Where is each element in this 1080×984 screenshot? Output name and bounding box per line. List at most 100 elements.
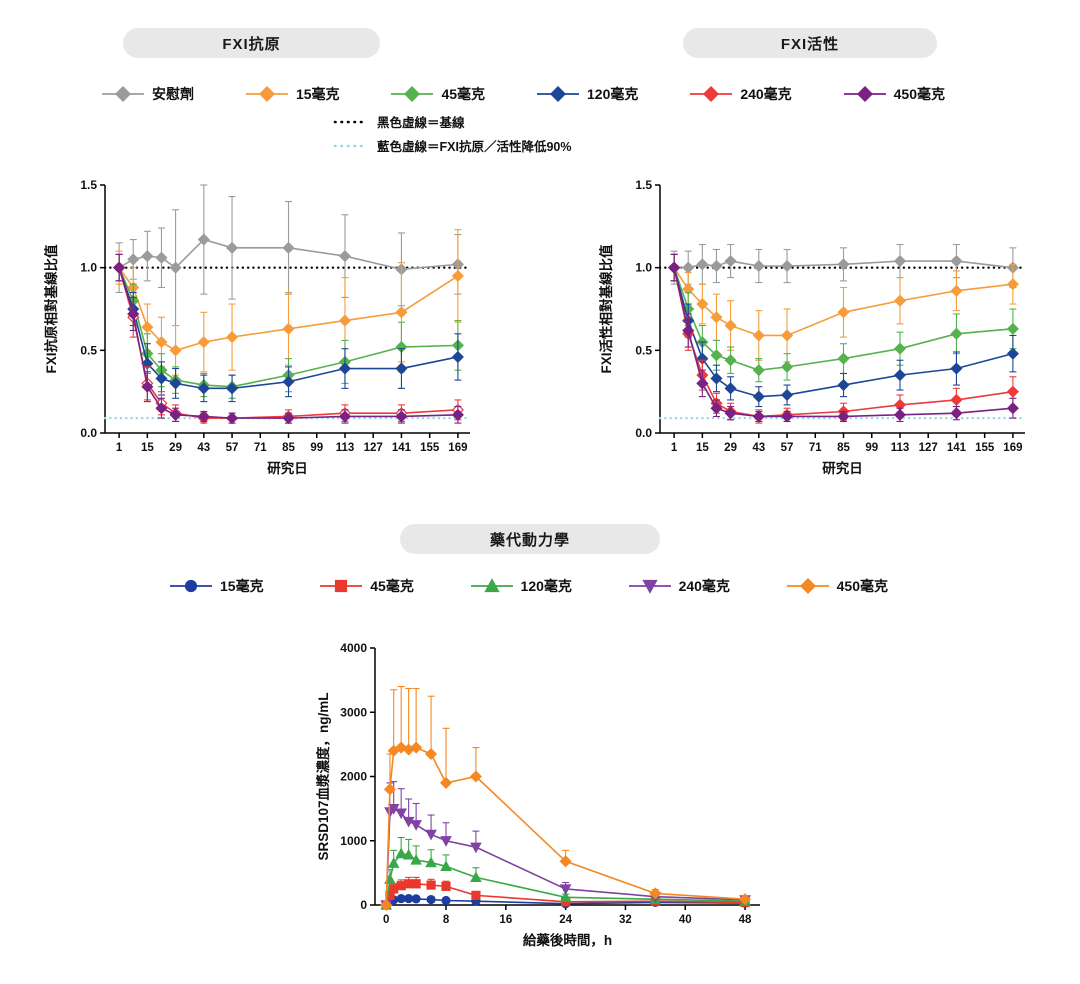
svg-text:29: 29 — [169, 442, 182, 454]
pk-legend-item-0: 15毫克 — [168, 576, 264, 596]
fxi-activity-title-pill: FXI活性 — [683, 28, 937, 58]
svg-text:15: 15 — [141, 442, 154, 454]
diamond-marker-icon — [245, 86, 288, 102]
svg-text:0: 0 — [360, 898, 367, 912]
svg-text:99: 99 — [865, 442, 878, 454]
fxi-antigen-title-pill: FXI抗原 — [123, 28, 380, 58]
svg-text:0.5: 0.5 — [80, 343, 97, 357]
reference-line-notes: 黑色虛線＝基線藍色虛線＝FXI抗原／活性降低90% — [333, 112, 571, 155]
svg-text:71: 71 — [809, 442, 822, 454]
dotted-line-icon — [333, 144, 369, 147]
svg-text:3000: 3000 — [340, 705, 367, 719]
legend-item-label: 安慰劑 — [152, 86, 194, 102]
legend-item-label: 120毫克 — [587, 86, 639, 102]
legend-item-label: 45毫克 — [441, 86, 486, 102]
svg-text:85: 85 — [282, 442, 295, 454]
dose-legend-item-0: 安慰劑 — [100, 84, 194, 104]
dose-legend-item-2: 45毫克 — [389, 84, 485, 104]
diamond-marker-icon — [537, 86, 580, 102]
dose-legend-item-5: 450毫克 — [842, 84, 945, 104]
svg-text:71: 71 — [254, 442, 267, 454]
legend-item-label: 45毫克 — [370, 578, 414, 594]
svg-text:0.5: 0.5 — [635, 343, 652, 357]
svg-text:169: 169 — [1003, 442, 1022, 454]
svg-text:141: 141 — [947, 442, 967, 454]
svg-text:1.0: 1.0 — [635, 261, 652, 275]
diamond-marker-icon — [786, 578, 829, 594]
dose-legend-item-4: 240毫克 — [688, 84, 792, 104]
legend-item-label: 450毫克 — [836, 578, 888, 594]
pk-legend-item-3: 240毫克 — [627, 576, 730, 596]
svg-text:127: 127 — [919, 442, 938, 454]
svg-text:57: 57 — [781, 442, 794, 454]
svg-text:155: 155 — [420, 442, 440, 454]
svg-text:113: 113 — [891, 442, 910, 454]
svg-text:給藥後時間，h: 給藥後時間，h — [523, 932, 612, 948]
svg-text:57: 57 — [226, 442, 239, 454]
triangle-down-marker-icon — [628, 579, 671, 594]
legend-item-label: 240毫克 — [678, 578, 730, 594]
legend-note-1: 藍色虛線＝FXI抗原／活性降低90% — [333, 136, 571, 155]
svg-text:FXI抗原相對基線比值: FXI抗原相對基線比值 — [43, 244, 59, 374]
svg-text:FXI活性相對基線比值: FXI活性相對基線比值 — [598, 244, 614, 374]
diamond-marker-icon — [690, 86, 733, 102]
triangle-up-marker-icon — [470, 578, 513, 593]
legend-item-label: 450毫克 — [893, 86, 945, 102]
svg-text:0: 0 — [383, 914, 389, 926]
legend-item-label: 15毫克 — [220, 578, 264, 594]
svg-text:113: 113 — [336, 442, 355, 454]
svg-text:85: 85 — [837, 442, 850, 454]
svg-text:43: 43 — [752, 442, 765, 454]
dose-legend: 安慰劑 15毫克 45毫克 120毫克 240毫克 450毫克 — [100, 84, 945, 104]
svg-text:研究日: 研究日 — [267, 460, 308, 476]
dotted-line-icon — [333, 120, 369, 123]
legend-item-label: 15毫克 — [295, 86, 340, 102]
svg-text:40: 40 — [679, 914, 692, 926]
diamond-marker-icon — [843, 86, 886, 102]
svg-text:141: 141 — [392, 442, 412, 454]
svg-text:2000: 2000 — [340, 770, 367, 784]
fxi-antigen-chart: 0.0 0.5 1.0 1.5 1 15 29 43 57 71 85 99 113 127 141 155 1… — [43, 178, 472, 476]
legend-item-label: 120毫克 — [520, 578, 572, 594]
svg-text:0.0: 0.0 — [635, 426, 652, 440]
svg-text:1: 1 — [671, 442, 678, 454]
svg-text:16: 16 — [499, 914, 512, 926]
svg-text:0.0: 0.0 — [80, 426, 97, 440]
svg-text:29: 29 — [724, 442, 737, 454]
svg-text:127: 127 — [364, 442, 383, 454]
legend-note-label: 藍色虛線＝FXI抗原／活性降低90% — [377, 140, 572, 154]
svg-text:43: 43 — [197, 442, 210, 454]
diamond-marker-icon — [102, 86, 144, 102]
circle-marker-icon — [170, 579, 212, 593]
svg-text:1: 1 — [116, 442, 123, 454]
svg-text:15: 15 — [696, 442, 709, 454]
svg-text:1.5: 1.5 — [635, 178, 652, 192]
svg-text:169: 169 — [448, 442, 467, 454]
svg-text:99: 99 — [310, 442, 323, 454]
dose-legend-item-3: 120毫克 — [535, 84, 638, 104]
svg-text:155: 155 — [975, 442, 995, 454]
svg-text:24: 24 — [559, 914, 572, 926]
svg-text:4000: 4000 — [340, 641, 367, 655]
svg-text:1000: 1000 — [340, 834, 367, 848]
svg-text:1.0: 1.0 — [80, 261, 97, 275]
pk-title-pill: 藥代動力學 — [400, 524, 660, 554]
pk-legend-item-1: 45毫克 — [318, 576, 414, 596]
pk-legend-item-4: 450毫克 — [785, 576, 888, 596]
svg-text:SRSD107血漿濃度，ng/mL: SRSD107血漿濃度，ng/mL — [315, 692, 331, 860]
svg-text:32: 32 — [619, 914, 632, 926]
legend-note-label: 黑色虛線＝基線 — [377, 116, 465, 130]
fxi-activity-chart: 0.0 0.5 1.0 1.5 1 15 29 43 57 71 85 99 113 127 141 155 1… — [598, 178, 1027, 476]
svg-text:研究日: 研究日 — [822, 460, 863, 476]
svg-text:8: 8 — [443, 914, 450, 926]
pk-dose-legend: 15毫克 45毫克 120毫克 240毫克 450毫克 — [168, 576, 888, 596]
square-marker-icon — [320, 579, 363, 593]
svg-text:48: 48 — [739, 914, 752, 926]
svg-text:1.5: 1.5 — [80, 178, 97, 192]
pk-legend-item-2: 120毫克 — [469, 576, 572, 596]
legend-item-label: 240毫克 — [740, 86, 792, 102]
diamond-marker-icon — [391, 86, 434, 102]
legend-note-0: 黑色虛線＝基線 — [333, 112, 571, 131]
dose-legend-item-1: 15毫克 — [244, 84, 340, 104]
